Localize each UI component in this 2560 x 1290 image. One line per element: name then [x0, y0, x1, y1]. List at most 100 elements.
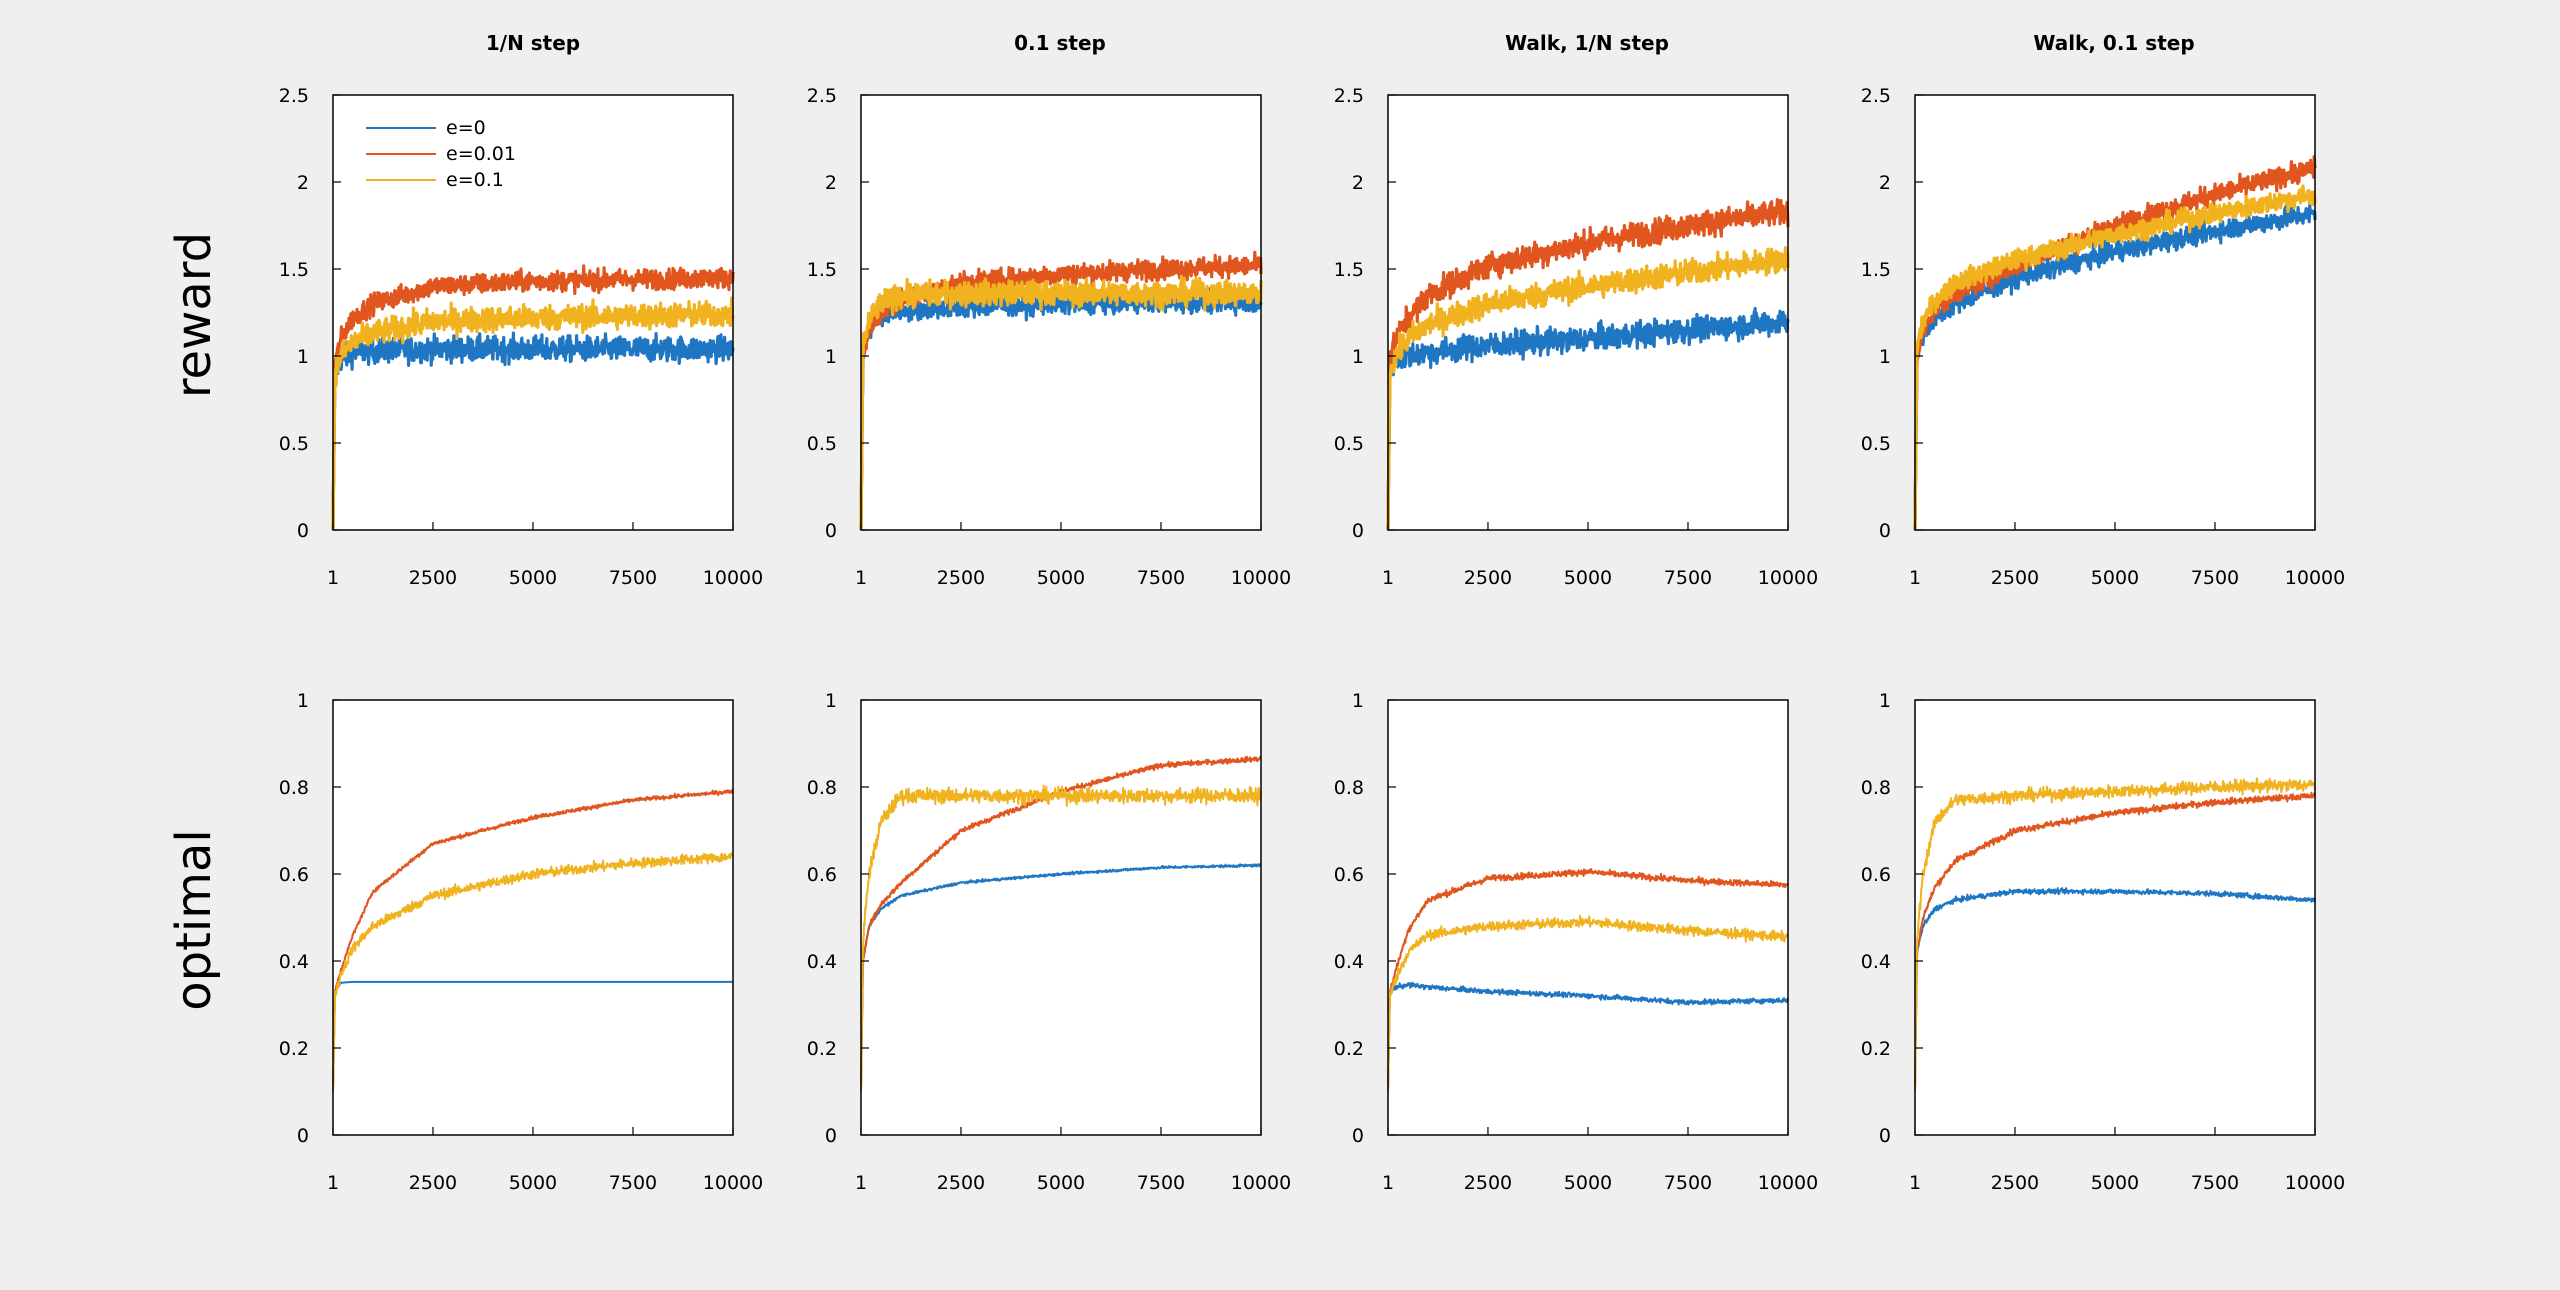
legend: e=0 e=0.01 e=0.1 [366, 117, 516, 191]
x-tick-label: 7500 [1664, 1172, 1712, 1194]
x-tick-label: 10000 [703, 567, 763, 589]
x-tick-label: 7500 [609, 1172, 657, 1194]
x-tick-label: 1 [1382, 567, 1394, 589]
x-tick-label: 5000 [1037, 1172, 1085, 1194]
series-line-e001 [1386, 198, 1790, 531]
y-tick-label: 0.6 [1334, 864, 1364, 886]
y-tick-label: 1.5 [807, 259, 837, 281]
y-tick-label: 0 [825, 520, 837, 542]
y-tick-label: 1 [297, 346, 309, 368]
x-tick-label: 1 [855, 567, 867, 589]
y-tick-label: 0 [1879, 1125, 1891, 1147]
series-line-e0 [1387, 981, 1789, 1092]
series-line-e0 [1386, 306, 1790, 531]
panel-1: 0 0.5 1 1.5 2 2.5 1 2500 5000 7500 10000 [279, 85, 763, 589]
y-tick-label: 0.5 [1861, 433, 1891, 455]
series-line-e001 [331, 264, 735, 531]
panel-7: 0 0.2 0.4 0.6 0.8 1 1 2500 5000 7500 10000 [1334, 690, 1818, 1194]
legend-label-e0: e=0 [446, 117, 486, 139]
x-tick-label: 10000 [1758, 567, 1818, 589]
y-tick-label: 0.4 [807, 951, 837, 973]
y-tick-label: 0.4 [279, 951, 309, 973]
y-tick-label: 2 [825, 172, 837, 194]
x-tick-label: 2500 [1991, 567, 2039, 589]
x-tick-label: 10000 [703, 1172, 763, 1194]
x-tick-label: 1 [1909, 1172, 1921, 1194]
series-line-e01 [1914, 777, 2316, 1092]
y-tick-label: 0 [825, 1125, 837, 1147]
column-title-3: Walk, 1/N step [1505, 31, 1669, 55]
y-tick-label: 2 [1879, 172, 1891, 194]
series-line-e001 [1387, 868, 1789, 1092]
x-tick-label: 5000 [1564, 567, 1612, 589]
x-tick-label: 2500 [937, 1172, 985, 1194]
plot-area [1388, 700, 1788, 1135]
x-tick-label: 7500 [1137, 1172, 1185, 1194]
y-tick-label: 0 [1352, 1125, 1364, 1147]
x-tick-label: 5000 [1037, 567, 1085, 589]
y-tick-label: 0.5 [807, 433, 837, 455]
legend-label-e001: e=0.01 [446, 143, 516, 165]
y-tick-label: 2.5 [1861, 85, 1891, 107]
plot-area [1915, 95, 2315, 530]
plot-area [1388, 95, 1788, 530]
y-tick-label: 0 [297, 1125, 309, 1147]
y-tick-label: 1 [297, 690, 309, 712]
row-label-reward: reward [166, 232, 222, 398]
column-title-4: Walk, 0.1 step [2033, 31, 2194, 55]
series-line-e001 [332, 788, 734, 1092]
y-tick-label: 2 [1352, 172, 1364, 194]
y-tick-label: 2.5 [807, 85, 837, 107]
row-label-optimal: optimal [166, 829, 222, 1011]
series-line-e001 [1914, 791, 2316, 1092]
y-tick-label: 0.8 [1861, 777, 1891, 799]
y-tick-label: 1 [1352, 346, 1364, 368]
y-tick-label: 2 [297, 172, 309, 194]
x-tick-label: 10000 [1231, 567, 1291, 589]
series-line-e01 [331, 296, 735, 531]
y-tick-label: 0.6 [279, 864, 309, 886]
panel-8: 0 0.2 0.4 0.6 0.8 1 1 2500 5000 7500 10000 [1861, 690, 2345, 1194]
x-tick-label: 2500 [409, 1172, 457, 1194]
y-tick-label: 0 [1352, 520, 1364, 542]
y-tick-label: 1 [1352, 690, 1364, 712]
x-tick-label: 7500 [2191, 1172, 2239, 1194]
x-tick-label: 10000 [2285, 567, 2345, 589]
series-line-e01 [1913, 184, 2317, 531]
x-tick-label: 7500 [1664, 567, 1712, 589]
x-tick-label: 2500 [1464, 1172, 1512, 1194]
x-tick-label: 1 [1909, 567, 1921, 589]
x-tick-label: 2500 [937, 567, 985, 589]
panels: 00.511.522.51 2500 5000 7500 1000000.511.522… [279, 85, 2345, 1194]
y-tick-label: 1 [1879, 690, 1891, 712]
series-line-e01 [332, 852, 734, 1092]
column-title-2: 0.1 step [1014, 31, 1106, 55]
x-tick-label: 5000 [2091, 567, 2139, 589]
y-tick-label: 1.5 [279, 259, 309, 281]
y-tick-label: 2.5 [279, 85, 309, 107]
panel-3: 0 0.5 1 1.5 2 2.5 1 2500 5000 7500 10000 [1334, 85, 1818, 589]
y-tick-label: 0.2 [1861, 1038, 1891, 1060]
y-tick-label: 0 [297, 520, 309, 542]
x-tick-label: 2500 [409, 567, 457, 589]
y-tick-label: 0.2 [1334, 1038, 1364, 1060]
y-tick-label: 0.8 [279, 777, 309, 799]
y-tick-label: 0 [1879, 520, 1891, 542]
series-line-e0 [331, 331, 735, 531]
x-tick-label: 10000 [2285, 1172, 2345, 1194]
y-tick-label: 0.8 [1334, 777, 1364, 799]
y-tick-label: 1 [825, 690, 837, 712]
y-tick-label: 1 [825, 346, 837, 368]
series-line-e01 [1386, 246, 1790, 531]
x-tick-label: 7500 [609, 567, 657, 589]
series-line-e0 [860, 863, 1262, 1092]
y-tick-label: 0.2 [279, 1038, 309, 1060]
x-tick-label: 5000 [1564, 1172, 1612, 1194]
x-tick-label: 1 [855, 1172, 867, 1194]
plot-area [861, 700, 1261, 1135]
panel-2: 0 0.5 1 1.5 2 2.5 1 2500 5000 7500 10000 [807, 85, 1291, 589]
panel-4: 0 0.5 1 1.5 2 2.5 1 2500 5000 7500 10000 [1861, 85, 2345, 589]
x-tick-label: 7500 [1137, 567, 1185, 589]
series-line-e0 [1913, 204, 2317, 531]
y-tick-label: 2.5 [1334, 85, 1364, 107]
